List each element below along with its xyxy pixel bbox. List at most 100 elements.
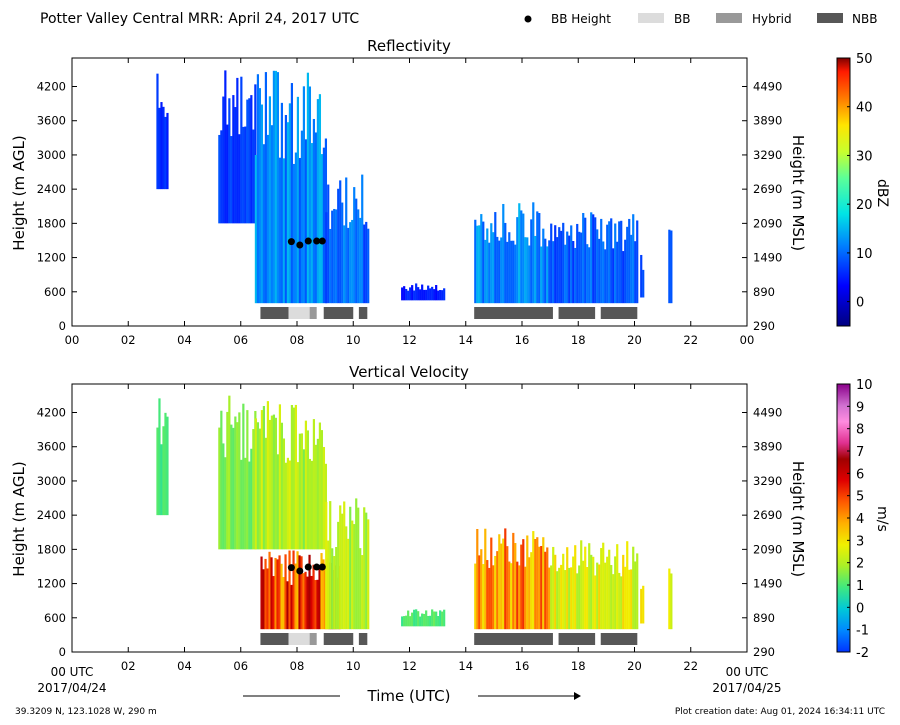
- echo-column: [405, 615, 408, 627]
- echo-column: [516, 561, 519, 630]
- legend-marker-bb-height: [524, 15, 532, 23]
- echo-column: [668, 568, 671, 630]
- echo-column: [160, 444, 163, 516]
- echo-column: [596, 229, 599, 304]
- echo-column: [270, 125, 274, 304]
- echo-column: [502, 203, 505, 304]
- echo-column: [508, 561, 511, 630]
- echo-column: [606, 224, 609, 304]
- echo-column: [576, 573, 579, 630]
- echo-column: [538, 546, 541, 630]
- echo-region: [640, 254, 645, 298]
- echo-column: [272, 576, 275, 630]
- time-axis-arrowhead: [574, 692, 581, 700]
- echo-column: [296, 551, 299, 630]
- echo-column: [554, 225, 557, 304]
- echo-column: [538, 213, 541, 304]
- echo-column: [550, 223, 553, 304]
- echo-column: [294, 563, 297, 630]
- echo-column: [310, 575, 313, 630]
- echo-column: [345, 177, 348, 304]
- echo-column: [546, 246, 549, 304]
- echo-column: [490, 537, 493, 630]
- echo-column: [540, 246, 543, 304]
- echo-column: [417, 611, 420, 627]
- x-tick-label: 12: [402, 333, 417, 347]
- echo-column: [415, 609, 418, 627]
- echo-column: [166, 416, 169, 516]
- echo-region: [156, 398, 169, 516]
- echo-column: [357, 507, 360, 630]
- y-tick-label: 3600: [37, 440, 66, 454]
- y-tick-label: 600: [44, 285, 66, 299]
- x-tick-label: 00: [740, 333, 755, 347]
- y-tick-label: 0: [59, 319, 66, 333]
- echo-column: [312, 419, 316, 550]
- echo-column: [230, 424, 233, 550]
- echo-region: [668, 568, 673, 630]
- echo-column: [288, 460, 292, 550]
- echo-column: [516, 217, 519, 304]
- echo-column: [524, 566, 527, 630]
- echo-column: [480, 549, 483, 630]
- echo-column: [304, 139, 308, 304]
- y-tick-right-label: 1490: [753, 251, 782, 265]
- echo-column: [264, 72, 268, 304]
- echo-column: [518, 565, 521, 630]
- echo-column: [610, 218, 613, 304]
- echo-column: [158, 107, 161, 190]
- bb-height-point: [318, 237, 326, 245]
- echo-column: [333, 556, 336, 630]
- echo-column: [220, 410, 223, 550]
- echo-column: [588, 543, 591, 630]
- echo-column: [268, 551, 271, 630]
- echo-column: [270, 415, 274, 550]
- echo-column: [566, 231, 569, 304]
- echo-column: [242, 126, 245, 224]
- echo-column: [518, 203, 521, 304]
- echo-column: [512, 240, 515, 304]
- echo-column: [534, 235, 537, 304]
- echo-column: [536, 211, 539, 304]
- echo-column: [668, 229, 671, 304]
- echo-column: [494, 212, 497, 304]
- bb-type-segment: [288, 307, 310, 319]
- echo-column: [254, 84, 257, 224]
- echo-column: [329, 501, 332, 630]
- x-tick-label: 00: [65, 333, 80, 347]
- echo-column: [590, 554, 593, 630]
- colorbar-tick-label: 5: [856, 490, 864, 505]
- echo-column: [337, 188, 340, 304]
- echo-column: [306, 576, 309, 630]
- echo-column: [286, 122, 290, 304]
- echo-column: [490, 223, 493, 304]
- echo-column: [610, 564, 613, 630]
- echo-column: [636, 553, 639, 630]
- echo-column: [240, 76, 243, 224]
- echo-region: [254, 70, 328, 304]
- echo-column: [514, 543, 517, 630]
- echo-column: [441, 611, 444, 627]
- echo-column: [532, 202, 535, 304]
- echo-column: [576, 223, 579, 304]
- y-tick-right-label: 290: [753, 645, 775, 659]
- echo-column: [341, 202, 344, 304]
- echo-column: [367, 519, 370, 630]
- echo-column: [312, 118, 316, 304]
- echo-column: [268, 96, 272, 304]
- echo-column: [282, 158, 286, 304]
- echo-column: [236, 77, 239, 224]
- bb-type-segment: [358, 307, 368, 319]
- echo-column: [429, 288, 432, 301]
- echo-column: [574, 545, 577, 630]
- echo-column: [355, 498, 358, 630]
- echo-column: [560, 230, 563, 304]
- echo-column: [300, 130, 304, 304]
- echo-column: [594, 217, 597, 304]
- echo-column: [256, 74, 260, 304]
- echo-column: [341, 513, 344, 630]
- echo-column: [437, 616, 440, 627]
- echo-column: [411, 285, 414, 301]
- echo-column: [476, 225, 479, 304]
